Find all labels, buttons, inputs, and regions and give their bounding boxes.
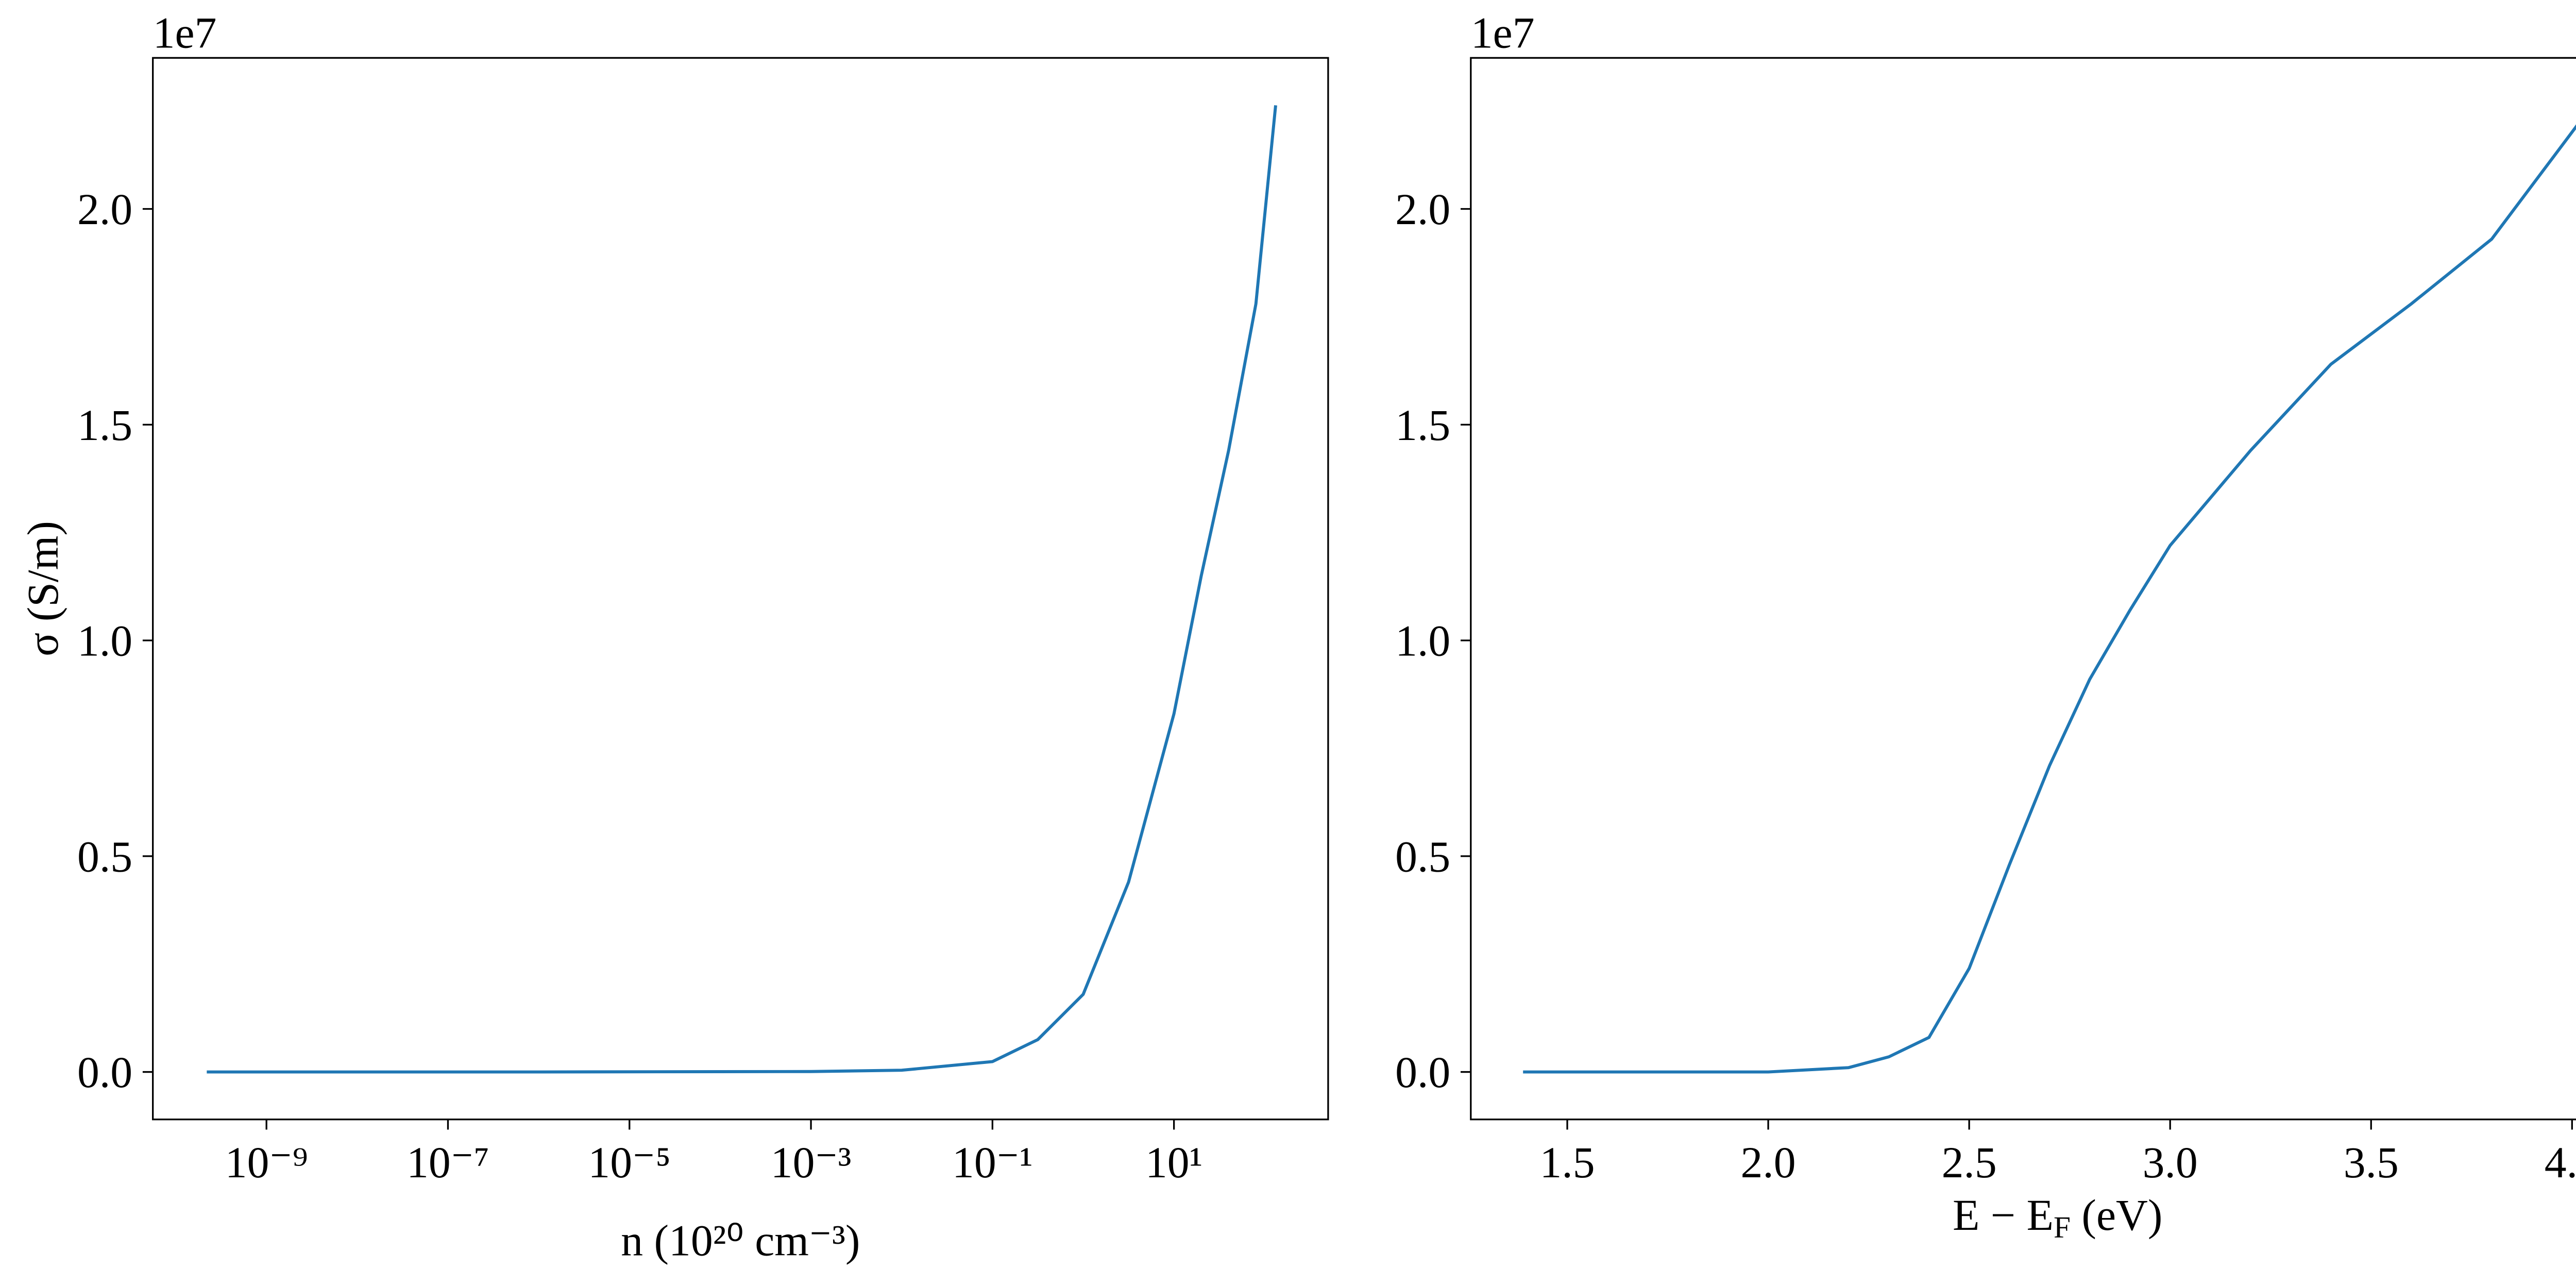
x-axis-label: n (10²⁰ cm⁻³) — [621, 1216, 860, 1265]
x-axis-label-part: E − E — [1953, 1191, 2054, 1240]
y-tick-label: 0.5 — [1395, 832, 1450, 881]
y-tick-label: 0.5 — [77, 832, 132, 881]
y-tick-label: 1.5 — [77, 401, 132, 450]
line-series — [1523, 124, 2576, 1074]
y-tick-label: 2.0 — [77, 185, 132, 234]
offset-label: 1e7 — [1471, 9, 1535, 58]
x-axis-label-part: (eV) — [2071, 1191, 2162, 1240]
y-tick-label: 1.0 — [1395, 617, 1450, 666]
plot-frame — [152, 57, 1329, 1121]
y-tick-label: 1.0 — [77, 617, 132, 666]
y-tick-label: 0.0 — [77, 1048, 132, 1097]
x-axis-label: E − EF (eV) — [1953, 1191, 2162, 1244]
x-tick-label: 10¹ — [1145, 1138, 1202, 1187]
x-tick-label: 10⁻³ — [771, 1138, 852, 1187]
y-tick-label: 2.0 — [1395, 185, 1450, 234]
x-tick-label: 10⁻⁵ — [588, 1138, 671, 1187]
x-tick-label: 3.0 — [2143, 1138, 2198, 1187]
y-tick-label: 1.5 — [1395, 401, 1450, 450]
y-tick-label: 0.0 — [1395, 1048, 1450, 1097]
x-tick-label: 2.5 — [1942, 1138, 1997, 1187]
x-tick-label: 1.5 — [1539, 1138, 1595, 1187]
line-series — [207, 105, 1277, 1074]
offset-label: 1e7 — [153, 9, 217, 58]
x-tick-label: 10⁻⁷ — [406, 1138, 489, 1187]
x-tick-label: 3.5 — [2344, 1138, 2399, 1187]
y-axis-label: σ (S/m) — [19, 521, 67, 656]
x-axis-label-part: F — [2054, 1210, 2071, 1244]
x-tick-label: 4.0 — [2545, 1138, 2576, 1187]
x-tick-label: 10⁻¹ — [952, 1138, 1033, 1187]
x-tick-label: 10⁻⁹ — [225, 1138, 308, 1187]
plot-frame — [1470, 57, 2576, 1121]
x-tick-label: 2.0 — [1741, 1138, 1796, 1187]
